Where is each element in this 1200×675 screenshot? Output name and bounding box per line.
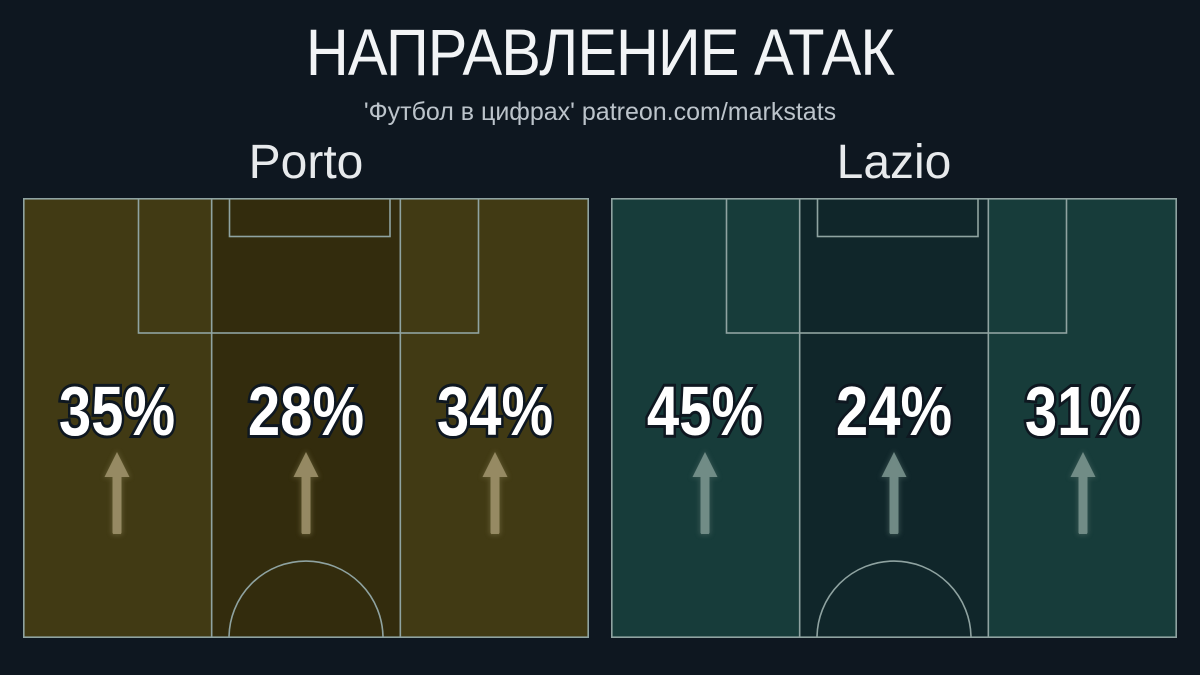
svg-text:45%: 45% [647,372,763,450]
svg-text:28%: 28% [248,372,364,450]
svg-text:31%: 31% [1025,372,1141,450]
svg-text:24%: 24% [836,372,952,450]
svg-text:35%: 35% [59,372,175,450]
svg-text:34%: 34% [437,372,553,450]
